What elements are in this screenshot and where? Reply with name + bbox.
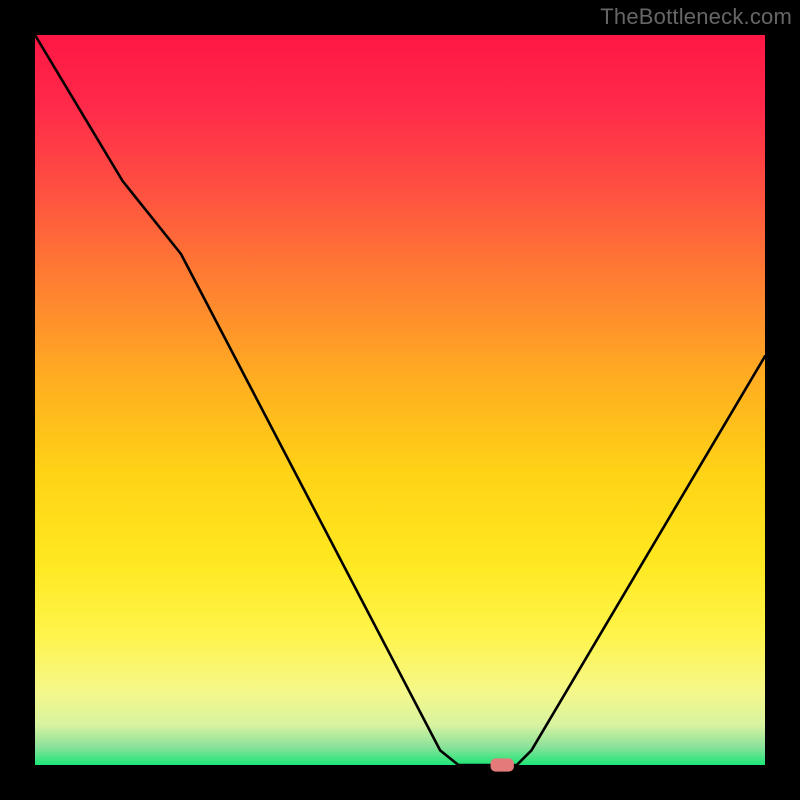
current-config-marker (491, 758, 514, 771)
plot-background-gradient (35, 35, 765, 765)
bottleneck-chart (0, 0, 800, 800)
watermark-text: TheBottleneck.com (600, 4, 792, 30)
chart-frame: TheBottleneck.com (0, 0, 800, 800)
